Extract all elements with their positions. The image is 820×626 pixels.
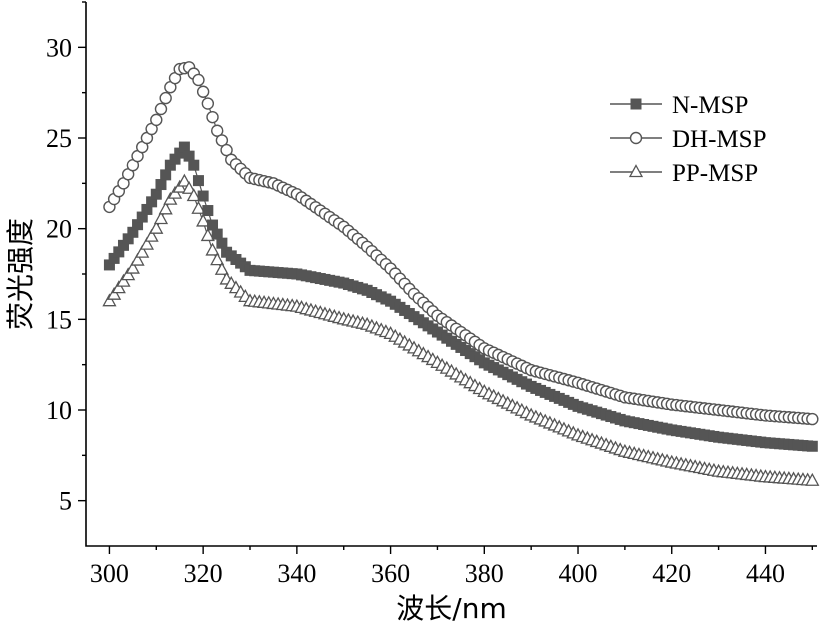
x-tick-label: 360 [371,559,410,588]
data-point [121,267,136,281]
data-point [806,412,819,426]
axes: 300 320 340 360 380 400 420 440 5 10 15 20 25 30 [46,1,817,588]
series-dh-msp [103,61,819,426]
data-point [169,153,181,165]
legend: N-MSP DH-MSP PP-MSP [610,92,766,187]
data-point [215,134,229,147]
data-point [196,85,210,98]
legend-label: PP-MSP [672,160,758,187]
legend-item-dh-msp: DH-MSP [610,126,766,153]
legend-item-n-msp: N-MSP [610,92,748,119]
data-point [155,179,167,191]
legend-marker [628,164,644,178]
data-point [207,219,219,231]
data-point [211,228,223,240]
y-tick-label: 5 [59,487,72,516]
data-point [196,213,211,227]
series-n-msp [103,141,818,452]
y-tick-label: 10 [46,396,72,425]
y-tick-label: 25 [46,124,72,153]
legend-label: DH-MSP [672,126,766,153]
series-layer [102,61,820,486]
data-point [201,97,215,110]
data-point [113,246,125,258]
data-point [205,242,220,256]
x-tick-label: 300 [90,559,129,588]
data-point [127,226,139,238]
data-point [211,124,224,137]
data-point [220,143,233,157]
data-point [214,261,229,275]
data-point [117,239,129,251]
data-point [130,252,145,266]
data-point [174,147,186,159]
data-point [806,440,818,452]
data-point [135,244,150,258]
data-point [139,236,155,250]
data-point [159,91,172,105]
data-point [122,233,134,245]
data-point [216,237,228,249]
data-point [186,188,201,202]
data-point [116,273,131,287]
data-point [164,159,176,171]
x-tick-label: 380 [465,559,504,588]
data-point [103,259,115,271]
y-tick-label: 20 [46,215,72,244]
data-point [136,211,148,223]
data-point [191,200,206,214]
x-tick-label: 320 [184,559,223,588]
data-point [178,141,190,153]
x-tick-label: 440 [746,559,785,588]
data-point [153,211,169,225]
x-tick-label: 340 [277,559,316,588]
data-point [132,219,144,231]
data-point [149,220,164,234]
x-axis-title: 波长/nm [396,592,506,625]
data-point [183,150,195,162]
data-point [206,110,219,124]
data-point [150,188,162,200]
data-point [805,472,820,486]
data-point [150,113,163,127]
x-tick-label: 400 [559,559,598,588]
data-point [202,205,214,217]
legend-marker [629,131,643,145]
legend-item-pp-msp: PP-MSP [610,160,758,187]
data-point [197,190,209,202]
data-point [107,286,122,300]
data-point [154,102,168,116]
data-point [160,169,172,181]
data-point [192,175,204,187]
legend-label: N-MSP [672,92,748,119]
data-point [102,293,117,307]
y-tick-label: 30 [46,33,72,62]
data-point [192,73,205,87]
data-point [125,260,140,274]
data-point [181,180,197,194]
data-point [144,228,159,242]
y-tick-label: 15 [46,305,72,334]
legend-marker [630,98,642,110]
data-point [177,173,192,187]
data-point [210,252,225,266]
data-point [200,228,215,242]
y-axis-title: 荧光强度 [4,218,37,330]
x-tick-label: 420 [652,559,691,588]
data-point [146,196,158,208]
data-point [141,203,153,215]
series-pp-msp [102,173,820,486]
data-point [108,252,120,264]
data-point [158,201,173,215]
series-line [108,145,813,447]
data-point [188,159,200,171]
data-point [111,280,126,294]
